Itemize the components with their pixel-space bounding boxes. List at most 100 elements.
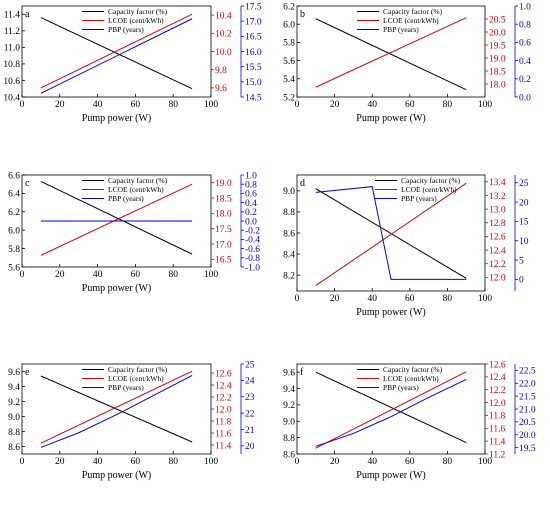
lcoe-tick-label: 20.5 — [489, 15, 506, 25]
left-tick-label: 10.6 — [3, 77, 20, 87]
pbp-tick-label: 15.5 — [245, 63, 262, 73]
x-tick-label: 0 — [295, 100, 300, 110]
lcoe-tick-label: 11.6 — [489, 425, 506, 435]
legend-entry: LCOE (cent/kWh) — [108, 185, 164, 194]
lcoe-line — [315, 17, 467, 88]
left-tick-label: 8.6 — [283, 450, 295, 460]
x-axis-label: Pump power (W) — [356, 307, 425, 318]
lcoe-line — [40, 370, 193, 444]
left-tick-label: 9.0 — [283, 187, 295, 197]
panel-c: 0 20 40 60 80 100 Pump power (W) 5.6 5.8 6.0 6.2 6.… — [8, 171, 260, 294]
left-tick-label: 9.6 — [8, 368, 20, 378]
left-tick-label: 9.4 — [8, 383, 20, 393]
left-tick-label: 8.2 — [283, 271, 295, 281]
left-tick-label: 9.0 — [283, 418, 295, 428]
left-tick-label: 6.0 — [283, 21, 295, 31]
legend-entry: Capacity factor (%) — [108, 365, 168, 374]
left-tick-label: 11.2 — [4, 27, 21, 37]
lcoe-tick-label: 13.0 — [489, 205, 506, 215]
x-tick-label: 100 — [204, 270, 219, 280]
pbp-tick-label: 21 — [245, 426, 255, 436]
x-tick-label: 20 — [330, 457, 340, 467]
lcoe-tick-label: 18.5 — [215, 194, 232, 204]
legend-entry: PBP (years) — [108, 25, 144, 34]
lcoe-tick-label: 10.4 — [215, 11, 232, 21]
x-tick-label: 0 — [20, 100, 25, 110]
left-tick-label: 6.0 — [8, 227, 20, 237]
x-tick-label: 0 — [295, 294, 300, 304]
left-tick-label: 11.0 — [4, 44, 21, 54]
plot-frame — [296, 363, 486, 455]
lcoe-tick-label: 12.0 — [215, 405, 232, 415]
pbp-tick-label: 22.0 — [519, 380, 536, 390]
left-tick-label: 5.4 — [283, 75, 295, 85]
lcoe-tick-label: 10.0 — [215, 48, 232, 58]
lcoe-tick-label: 12.0 — [489, 274, 506, 284]
left-tick-label: 6.2 — [8, 208, 20, 218]
panel-b: 0 20 40 60 80 100 Pump power (W) 5.2 5.4 5.6 5.8 6.… — [283, 2, 531, 124]
pbp-tick-label: 20.0 — [519, 431, 536, 441]
left-tick-label: 9.2 — [283, 401, 295, 411]
pbp-tick-label: 19.5 — [519, 444, 536, 454]
lcoe-tick-label: 18.0 — [215, 210, 232, 220]
x-tick-label: 20 — [55, 457, 65, 467]
panel-e: 0 20 40 60 80 100 Pump power (W) 8.6 8.8 9.0 9.2 9.… — [8, 360, 255, 481]
lcoe-tick-label: 12.2 — [215, 393, 232, 403]
lcoe-line — [315, 182, 467, 286]
x-tick-label: 0 — [20, 270, 25, 280]
pbp-tick-label: 0.4 — [245, 199, 257, 209]
left-tick-label: 8.6 — [8, 443, 20, 453]
lcoe-tick-label: 12.6 — [489, 360, 506, 370]
legend-entry: Capacity factor (%) — [383, 7, 443, 16]
x-tick-label: 40 — [93, 457, 103, 467]
lcoe-tick-label: 18.0 — [489, 80, 506, 90]
lcoe-tick-label: 11.6 — [215, 429, 232, 439]
lcoe-tick-label: 12.2 — [489, 386, 506, 396]
x-tick-label: 60 — [405, 100, 415, 110]
legend-entry: LCOE (cent/kWh) — [383, 16, 439, 25]
left-tick-label: 9.2 — [8, 398, 20, 408]
left-tick-label: 9.6 — [283, 368, 295, 378]
lcoe-tick-label: 18.5 — [489, 67, 506, 77]
pbp-tick-label: 0.2 — [245, 208, 257, 218]
lcoe-tick-label: 11.2 — [489, 450, 506, 460]
left-tick-label: 5.6 — [8, 263, 20, 273]
x-tick-label: 80 — [168, 100, 178, 110]
legend-entry: PBP (years) — [401, 194, 437, 203]
legend: Capacity factor (%)LCOE (cent/kWh)PBP (y… — [82, 7, 168, 34]
x-tick-label: 100 — [204, 457, 219, 467]
x-axis-label: Pump power (W) — [356, 470, 425, 481]
pbp-tick-label: 0.4 — [519, 57, 531, 67]
legend-entry: PBP (years) — [108, 383, 144, 392]
pbp-tick-label: 21.5 — [519, 392, 536, 402]
x-tick-label: 20 — [330, 100, 340, 110]
pbp-tick-label: 21.0 — [519, 405, 536, 415]
x-tick-label: 60 — [131, 457, 141, 467]
pbp-tick-label: 16.0 — [245, 48, 262, 58]
x-tick-label: 100 — [204, 100, 219, 110]
capacity-factor-line — [315, 18, 467, 91]
pbp-line — [315, 186, 467, 280]
x-tick-label: 40 — [367, 457, 377, 467]
x-tick-label: 0 — [20, 457, 25, 467]
x-tick-label: 40 — [93, 100, 103, 110]
lcoe-tick-label: 19.0 — [489, 54, 506, 64]
plot-frame — [296, 5, 486, 98]
panel-letter: f — [300, 367, 304, 378]
x-tick-label: 20 — [55, 100, 65, 110]
legend-entry: PBP (years) — [108, 194, 144, 203]
lcoe-tick-label: 17.0 — [215, 240, 232, 250]
pbp-tick-label: 0.0 — [519, 93, 531, 103]
pbp-tick-label: 20 — [245, 442, 255, 452]
lcoe-tick-label: 12.8 — [489, 219, 506, 229]
x-tick-label: 0 — [295, 457, 300, 467]
panel-letter: c — [25, 178, 30, 189]
x-tick-label: 40 — [367, 294, 377, 304]
capacity-factor-line — [40, 375, 193, 443]
left-tick-label: 8.6 — [283, 229, 295, 239]
pbp-tick-label: -0.6 — [245, 245, 260, 255]
panel-letter: b — [300, 9, 305, 20]
plot-frame — [21, 174, 212, 268]
legend-entry: Capacity factor (%) — [108, 7, 168, 16]
